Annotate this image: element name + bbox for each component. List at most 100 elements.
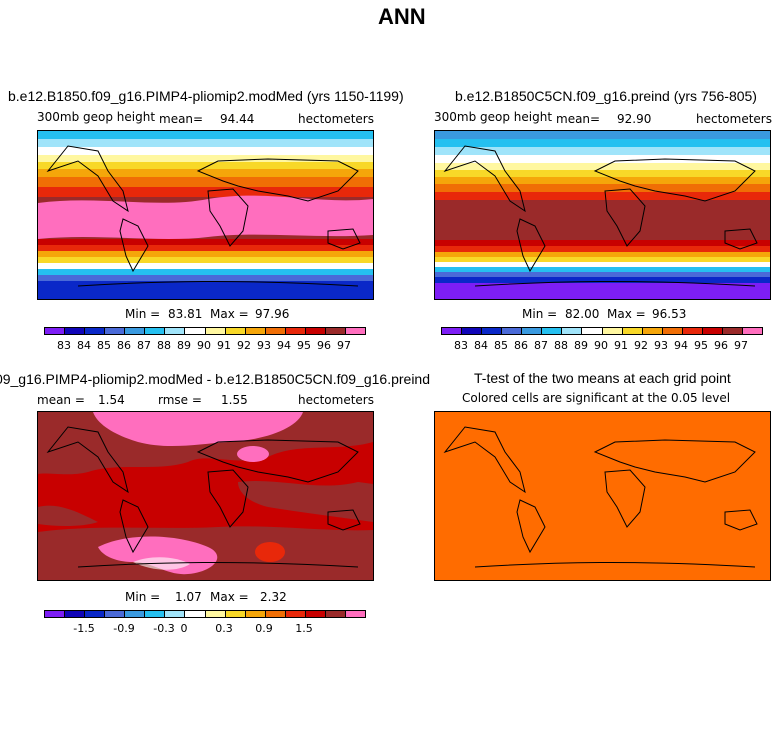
colorbar-cell	[125, 611, 146, 617]
colorbar-tick-label: 83	[454, 339, 468, 352]
colorbar-tick-label: 97	[734, 339, 748, 352]
colorbar-cell	[45, 328, 66, 334]
colorbar-tick-label: 90	[197, 339, 211, 352]
colorbar-tick-label: 93	[654, 339, 668, 352]
panel3-max-value: 2.32	[260, 590, 287, 604]
colorbar-cell	[502, 328, 523, 334]
colorbar-cell	[165, 611, 186, 617]
panel4-map-svg	[435, 412, 770, 580]
panel2-map	[434, 130, 771, 300]
panel2-min-value: 82.00	[565, 307, 600, 321]
colorbar-cell	[522, 328, 543, 334]
colorbar-tick-label: -0.9	[113, 622, 135, 635]
colorbar-tick-label: 91	[614, 339, 628, 352]
panel1-title: b.e12.B1850.f09_g16.PIMP4-pliomip2.modMe…	[8, 88, 404, 104]
colorbar-cell	[305, 328, 326, 334]
colorbar-tick-label: -0.3	[153, 622, 175, 635]
panel3-title-text: b.e12.B1850.f09_g16.PIMP4-pliomip2.modMe…	[0, 371, 430, 387]
colorbar-cell	[325, 328, 346, 334]
colorbar-cell	[185, 328, 206, 334]
page-title: ANN	[378, 4, 426, 29]
colorbar-cell	[185, 611, 206, 617]
colorbar-cell	[225, 611, 246, 617]
panel1-mean-label: mean=	[159, 112, 204, 126]
colorbar-cell	[542, 328, 563, 334]
colorbar-tick-label: 86	[117, 339, 131, 352]
colorbar-tick-label: 93	[257, 339, 271, 352]
colorbar-tick-label: 92	[634, 339, 648, 352]
colorbar-cell	[105, 328, 126, 334]
colorbar-cell	[245, 328, 266, 334]
colorbar-cell	[205, 328, 226, 334]
colorbar-cell	[285, 328, 306, 334]
colorbar-cell	[85, 328, 106, 334]
colorbar-cell	[225, 328, 246, 334]
panel3-units: hectometers	[298, 393, 374, 407]
colorbar-cell	[622, 328, 643, 334]
panel2-mean-value: 92.90	[617, 112, 652, 126]
panel3-mean-value: 1.54	[98, 393, 125, 407]
panel2-units: hectometers	[696, 112, 772, 126]
colorbar-tick-label: 85	[97, 339, 111, 352]
colorbar-tick-label: 0	[180, 622, 188, 635]
colorbar-tick-label: 92	[237, 339, 251, 352]
panel3-min-value: 1.07	[175, 590, 202, 604]
colorbar-tick-label: -1.5	[73, 622, 95, 635]
panel2-colorbar	[441, 327, 763, 335]
colorbar-cell	[265, 611, 286, 617]
colorbar-tick-label: 90	[594, 339, 608, 352]
colorbar-tick-label: 1.5	[295, 622, 313, 635]
colorbar-tick-label: 97	[337, 339, 351, 352]
colorbar-cell	[702, 328, 723, 334]
panel4-map	[434, 411, 771, 581]
colorbar-tick-label: 87	[137, 339, 151, 352]
colorbar-cell	[345, 611, 365, 617]
panel3-rmse-value: 1.55	[221, 393, 248, 407]
panel1-map	[37, 130, 374, 300]
colorbar-tick-label: 91	[217, 339, 231, 352]
colorbar-cell	[742, 328, 762, 334]
colorbar-cell	[662, 328, 683, 334]
colorbar-cell	[125, 328, 146, 334]
colorbar-cell	[65, 328, 86, 334]
colorbar-tick-label: 88	[157, 339, 171, 352]
colorbar-cell	[345, 328, 365, 334]
panel1-map-svg	[38, 131, 373, 299]
colorbar-cell	[165, 328, 186, 334]
colorbar-tick-label: 95	[694, 339, 708, 352]
colorbar-tick-label: 83	[57, 339, 71, 352]
colorbar-cell	[482, 328, 503, 334]
panel1-mean-value: 94.44	[220, 112, 255, 126]
colorbar-cell	[722, 328, 743, 334]
panel3-map	[37, 411, 374, 581]
colorbar-cell	[602, 328, 623, 334]
panel3-colorbar	[44, 610, 366, 618]
colorbar-cell	[285, 611, 306, 617]
panel3-map-svg	[38, 412, 373, 580]
panel3-mean-label: mean =	[37, 393, 85, 407]
panel2-map-svg	[435, 131, 770, 299]
colorbar-cell	[462, 328, 483, 334]
colorbar-tick-label: 96	[714, 339, 728, 352]
panel4-subtitle: Colored cells are significant at the 0.0…	[462, 391, 731, 405]
colorbar-cell	[442, 328, 463, 334]
colorbar-cell	[682, 328, 703, 334]
panel3-title: b.e12.B1850.f09_g16.PIMP4-pliomip2.modMe…	[0, 371, 430, 387]
colorbar-cell	[205, 611, 226, 617]
colorbar-cell	[45, 611, 66, 617]
colorbar-tick-label: 0.9	[255, 622, 273, 635]
panel2-max-value: 96.53	[652, 307, 687, 321]
panel2-min-label: Min =	[522, 307, 558, 321]
colorbar-tick-label: 84	[77, 339, 91, 352]
colorbar-tick-label: 85	[494, 339, 508, 352]
panel3-rmse-label: rmse =	[158, 393, 202, 407]
colorbar-cell	[562, 328, 583, 334]
colorbar-tick-label: 95	[297, 339, 311, 352]
colorbar-cell	[325, 611, 346, 617]
colorbar-tick-label: 94	[277, 339, 291, 352]
colorbar-tick-label: 96	[317, 339, 331, 352]
colorbar-cell	[265, 328, 286, 334]
colorbar-tick-label: 84	[474, 339, 488, 352]
panel2-variable: 300mb geop height	[434, 110, 553, 124]
panel4-title: T-test of the two means at each grid poi…	[474, 370, 731, 386]
